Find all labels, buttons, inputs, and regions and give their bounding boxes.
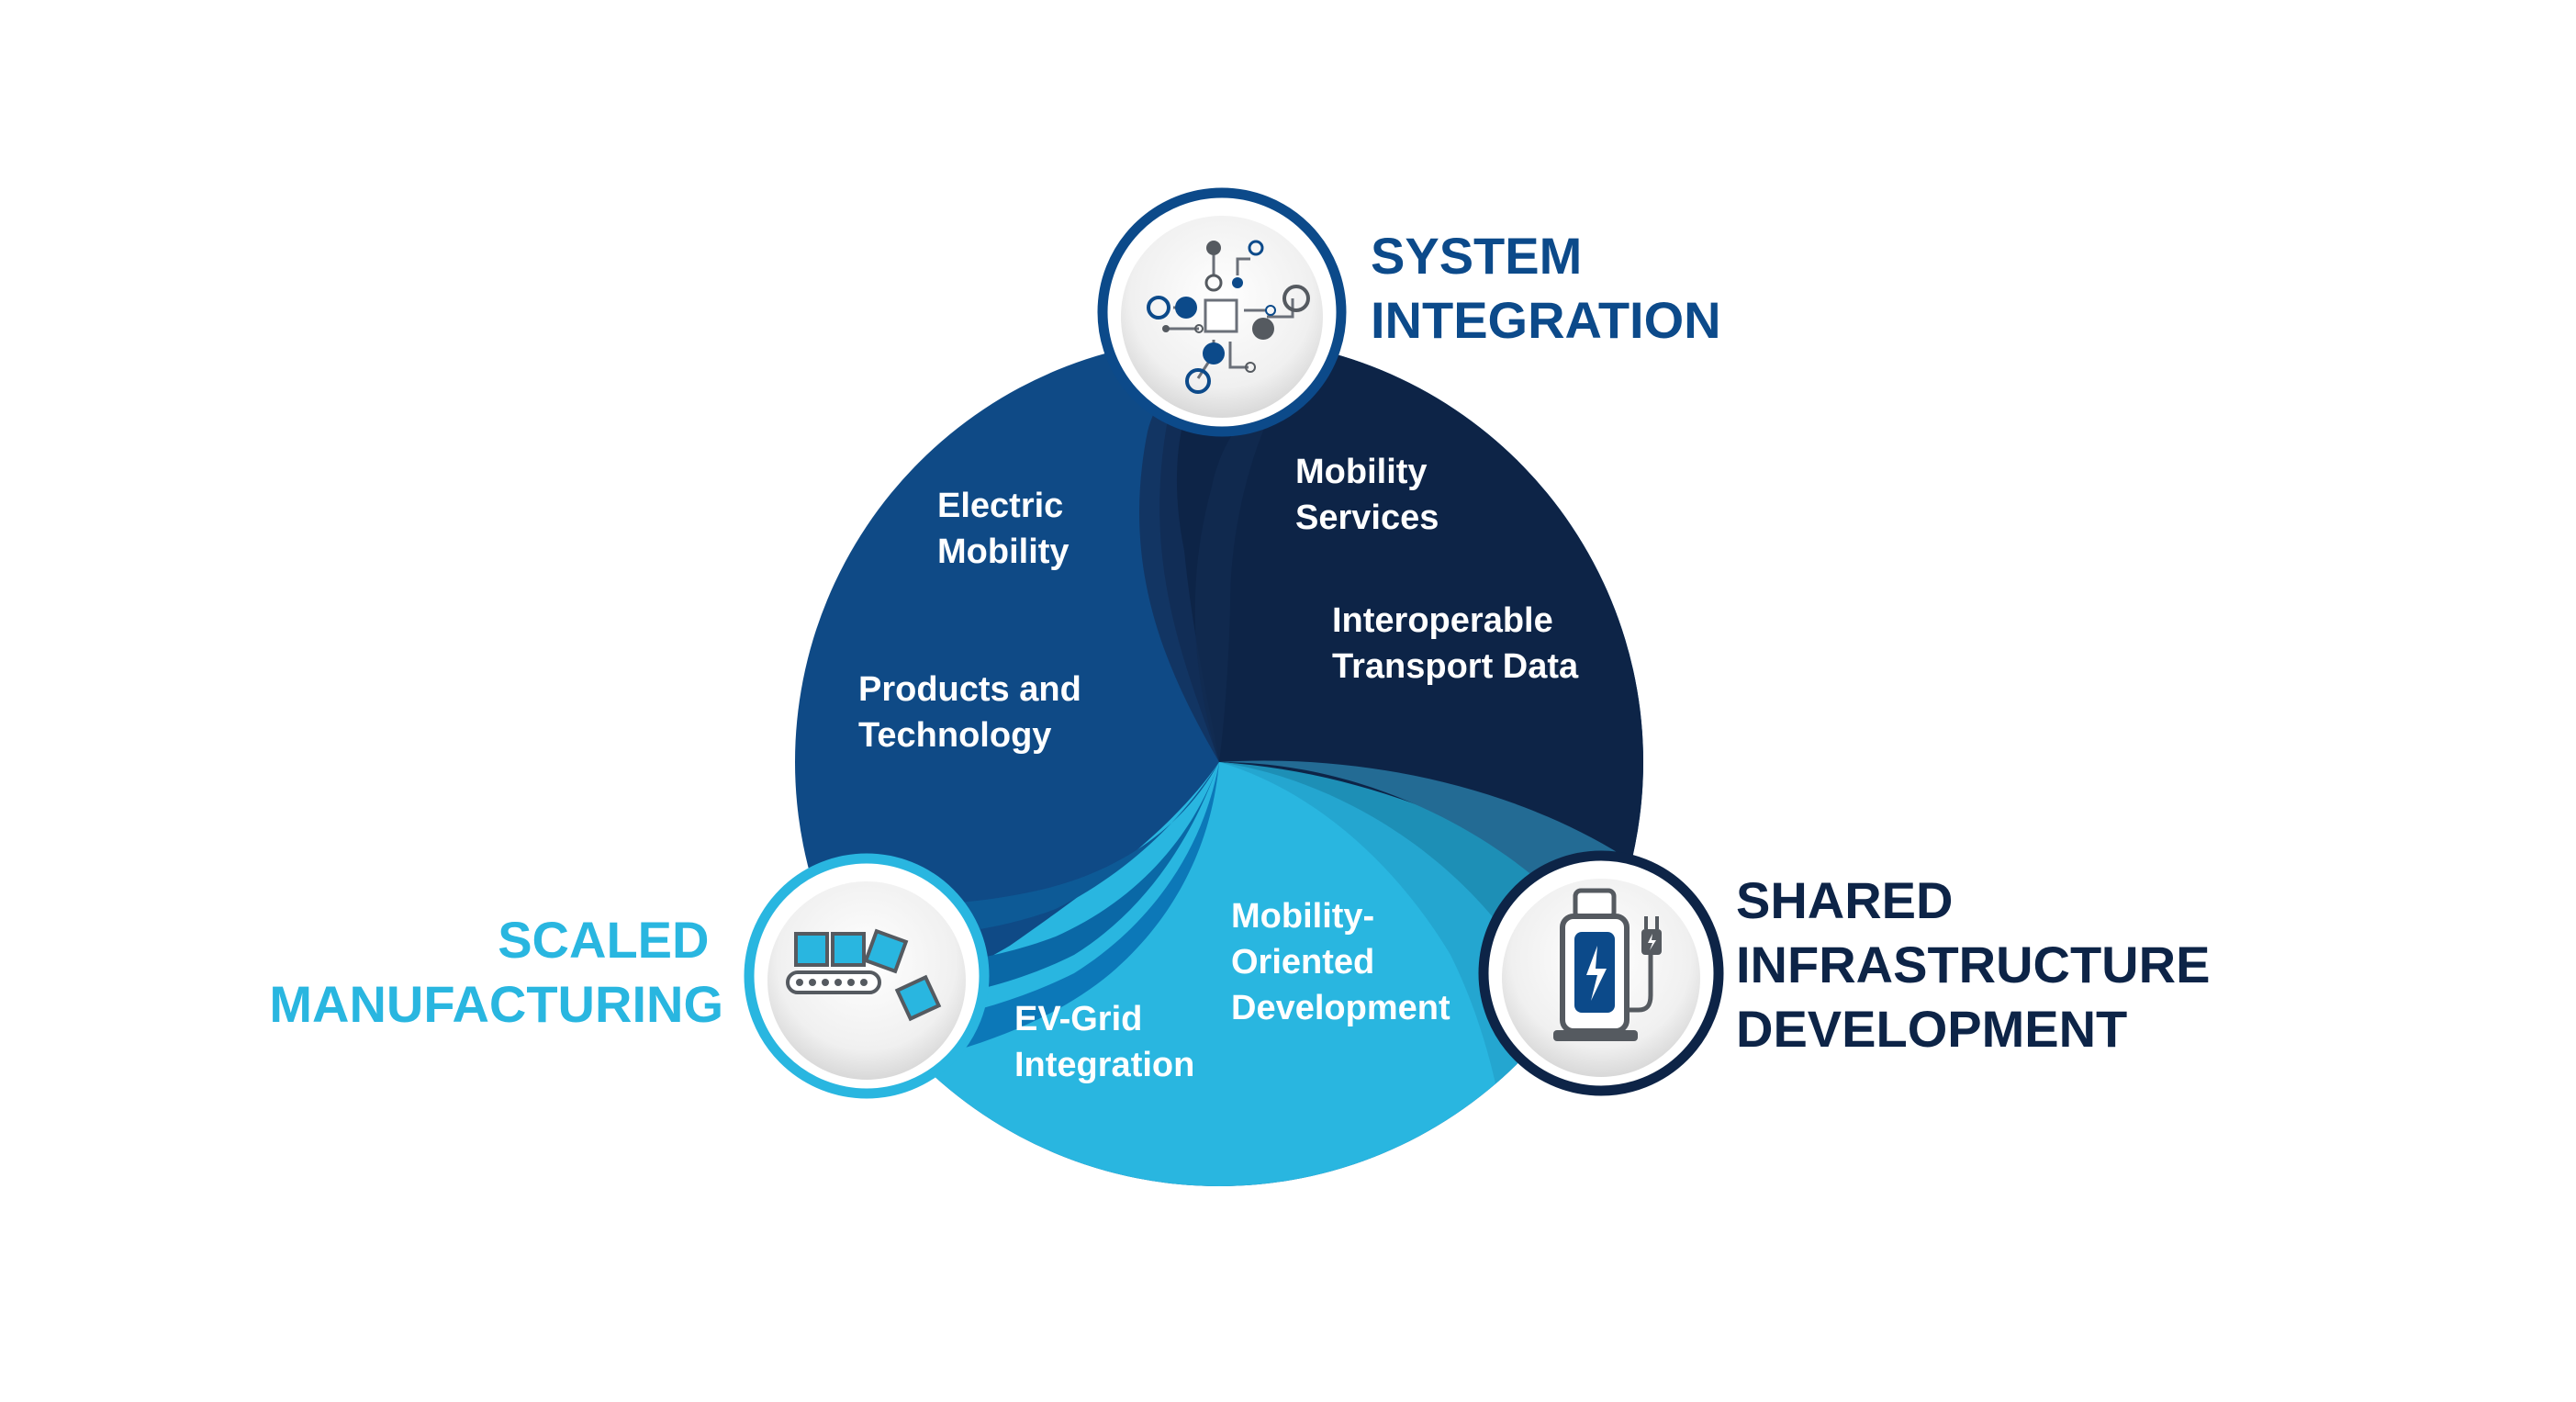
pillar-title-line: INTEGRATION: [1371, 291, 1721, 349]
pillar-title-line: MANUFACTURING: [269, 975, 723, 1033]
segment-line: Technology: [858, 716, 1051, 755]
pillar-title-scaled-manufacturing: SCALED MANUFACTURING: [269, 911, 723, 1033]
cyan-swirl-1: [1219, 762, 1579, 1138]
pillar-title-line: SCALED: [498, 911, 709, 969]
pillar-scaled-manufacturing: SCALED MANUFACTURING: [269, 853, 990, 1099]
segment-line: Mobility: [1295, 453, 1428, 491]
segment-wheel: [795, 338, 1643, 1186]
segment-line: Mobility: [937, 533, 1070, 571]
segment-line: Services: [1295, 499, 1439, 537]
cyan-swirl-3: [1219, 760, 1634, 909]
segment-line: Integration: [1014, 1046, 1194, 1084]
segment-line: Mobility-: [1231, 897, 1374, 936]
pillar-title-shared-infrastructure-development: SHARED INFRASTRUCTURE DEVELOPMENT: [1736, 871, 2224, 1058]
pillar-title-line: SHARED: [1736, 871, 1953, 929]
segment-line: Electric: [937, 487, 1063, 525]
segment-labels: Electric Mobility Products and Technolog…: [858, 453, 1579, 1084]
segment-label-products-and-technology: Products and Technology: [858, 670, 1091, 755]
pillar-title-line: DEVELOPMENT: [1736, 1000, 2127, 1058]
pillar-shared-infrastructure-development: SHARED INFRASTRUCTURE DEVELOPMENT: [1478, 850, 2224, 1096]
segment-line: Transport Data: [1332, 647, 1579, 686]
segment-line: Development: [1231, 989, 1450, 1027]
segment-line: Products and: [858, 670, 1081, 709]
segment-label-mobility-services: Mobility Services: [1295, 453, 1439, 537]
segment-label-ev-grid-integration: EV-Grid Integration: [1014, 1000, 1194, 1084]
segment-line: Oriented: [1231, 943, 1374, 981]
ev-charger-icon: [1553, 888, 1662, 1041]
pillar-title-line: SYSTEM: [1371, 227, 1582, 285]
pillar-title-line: INFRASTRUCTURE: [1736, 936, 2210, 993]
segment-line: EV-Grid: [1014, 1000, 1142, 1038]
navy-swirl-2: [1194, 386, 1285, 762]
segment-label-electric-mobility: Electric Mobility: [937, 487, 1073, 571]
pillar-system-integration: SYSTEM INTEGRATION: [1097, 187, 1721, 437]
segment-label-interoperable-transport-data: Interoperable Transport Data: [1332, 601, 1579, 686]
pillar-title-system-integration: SYSTEM INTEGRATION: [1371, 227, 1721, 349]
conveyor-belt-icon: [786, 928, 942, 1022]
segment-label-mobility-oriented-development: Mobility- Oriented Development: [1231, 897, 1450, 1027]
circuit-network-icon: [1147, 240, 1310, 394]
segment-line: Interoperable: [1332, 601, 1553, 640]
